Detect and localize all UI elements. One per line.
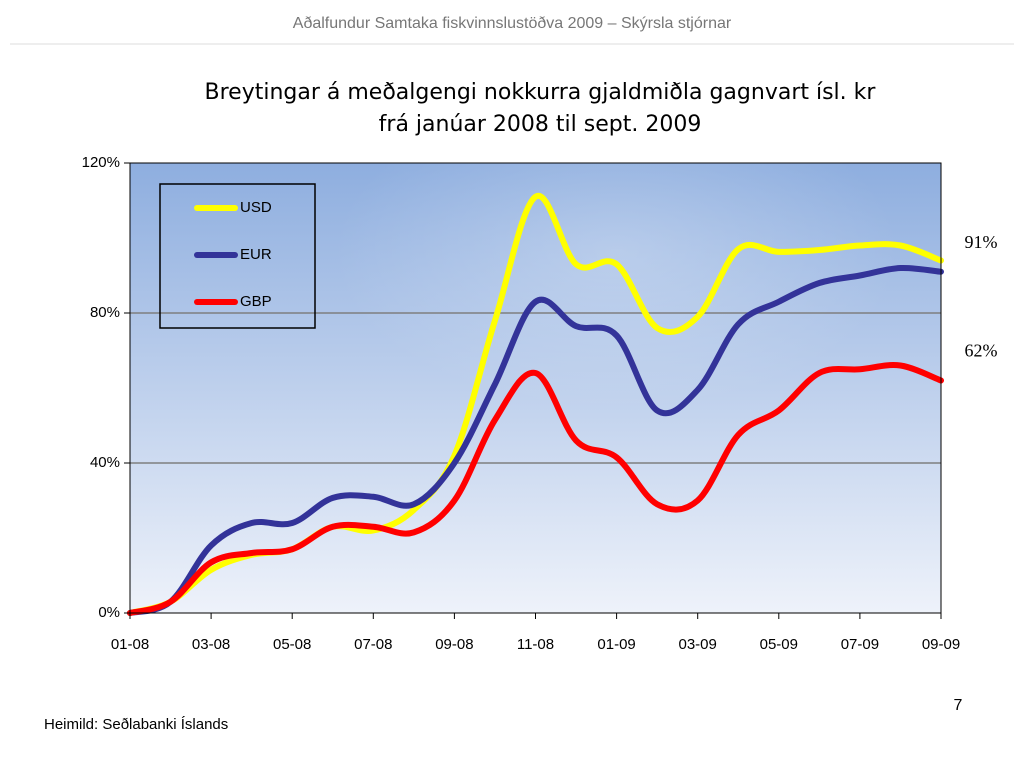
x-tick-label: 03-09 — [679, 636, 717, 653]
legend-label: EUR — [240, 246, 272, 263]
x-tick-label: 03-08 — [192, 636, 230, 653]
x-tick-label: 11-08 — [517, 636, 554, 653]
y-tick-label: 80% — [90, 304, 120, 321]
y-tick-label: 0% — [98, 604, 120, 621]
x-tick-label: 07-08 — [354, 636, 392, 653]
legend-label: GBP — [240, 293, 272, 310]
x-tick-label: 05-09 — [760, 636, 798, 653]
series-line — [127, 264, 944, 616]
x-tick-label: 07-09 — [841, 636, 879, 653]
plot-glow — [130, 163, 941, 613]
x-tick-label: 09-09 — [922, 636, 960, 653]
x-tick-label: 01-08 — [111, 636, 149, 653]
y-tick-label: 120% — [82, 154, 120, 171]
x-tick-label: 05-08 — [273, 636, 311, 653]
legend-box — [159, 183, 316, 329]
data-label: 91% — [965, 232, 998, 252]
y-tick-label: 40% — [90, 454, 120, 471]
page-number: 7 — [954, 697, 963, 714]
chart-title: Breytingar á meðalgengi nokkurra gjaldmi… — [205, 80, 877, 105]
source-note: Heimild: Seðlabanki Íslands — [44, 716, 228, 733]
header: Aðalfundur Samtaka fiskvinnslustöðva 200… — [293, 15, 732, 32]
data-label: 62% — [965, 341, 998, 361]
x-tick-label: 09-08 — [435, 636, 473, 653]
legend-label: USD — [240, 199, 272, 216]
chart-title: frá janúar 2008 til sept. 2009 — [379, 112, 702, 137]
x-tick-label: 01-09 — [597, 636, 635, 653]
series-line — [127, 362, 944, 616]
